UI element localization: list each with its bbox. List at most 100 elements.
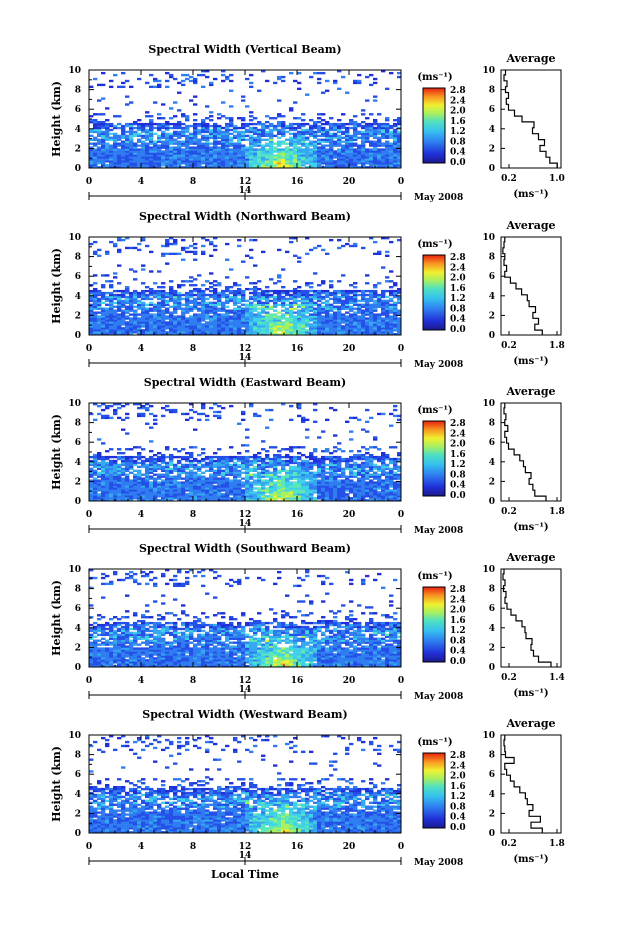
heatmap-cell: [341, 467, 346, 471]
heatmap-cell: [261, 329, 266, 332]
heatmap-cell: [253, 307, 258, 310]
heatmap-cells: [89, 237, 402, 336]
heatmap-cell: [225, 242, 230, 246]
heatmap-cell: [301, 148, 306, 151]
heatmap-cell: [289, 321, 294, 324]
heatmap-cell: [125, 475, 130, 478]
heatmap-cell: [345, 321, 350, 324]
heatmap-cell: [181, 303, 186, 306]
heatmap-cell: [233, 152, 238, 155]
heatmap-cell: [289, 138, 294, 141]
heatmap-cell: [257, 489, 262, 492]
heatmap-cell: [313, 329, 318, 332]
heatmap-cell: [265, 142, 270, 145]
heatmap-cell: [165, 301, 170, 305]
heatmap-cell: [273, 497, 278, 500]
heatmap-cell: [141, 297, 146, 301]
heatmap-cell: [185, 475, 190, 478]
heatmap-cell: [321, 152, 326, 155]
heatmap-cell: [153, 150, 158, 153]
heatmap-cell: [117, 329, 122, 332]
heatmap-cell: [149, 313, 154, 316]
heatmap-cell: [393, 301, 398, 305]
heatmap-cell: [349, 126, 354, 130]
heatmap-cell: [93, 136, 98, 139]
heatmap-cell: [225, 130, 230, 134]
heatmap-cell: [141, 136, 146, 139]
heatmap-cell: [205, 483, 210, 486]
heatmap-cell: [129, 140, 134, 143]
heatmap-cell: [129, 485, 134, 488]
heatmap-cell: [353, 487, 358, 490]
heatmap-cell: [285, 319, 290, 322]
heatmap-cell: [297, 311, 302, 314]
heatmap-cell: [149, 132, 154, 136]
heatmap-cell: [149, 142, 154, 145]
heatmap-cell: [209, 272, 214, 275]
heatmap-cell: [185, 309, 190, 312]
y-tick-label: 6: [75, 105, 81, 115]
heatmap-cell: [365, 327, 370, 330]
heatmap-cell: [209, 295, 214, 299]
heatmap-cell: [217, 154, 222, 157]
heatmap-cell: [189, 317, 194, 320]
heatmap-cell: [145, 487, 150, 490]
heatmap-cell: [93, 497, 98, 500]
heatmap-cell: [161, 244, 166, 248]
heatmap-cell: [101, 284, 106, 287]
heatmap-cell: [253, 238, 258, 242]
heatmap-cell: [309, 315, 314, 318]
heatmap-cell: [189, 475, 194, 478]
heatmap-cell: [309, 323, 314, 326]
heatmap-cell: [181, 487, 186, 490]
heatmap-cell: [289, 293, 294, 297]
heatmap-cell: [97, 303, 102, 306]
heatmap-cell: [285, 299, 290, 303]
heatmap-cell: [281, 487, 286, 490]
heatmap-cell: [213, 134, 218, 138]
heatmap-cell: [229, 311, 234, 314]
heatmap-cell: [177, 475, 182, 478]
heatmap-cell: [141, 477, 146, 480]
colorbar-unit: (ms⁻¹): [417, 72, 452, 83]
heatmap-cell: [153, 148, 158, 151]
heatmap-cell: [221, 152, 226, 155]
heatmap-cell: [141, 495, 146, 498]
heatmap-cell: [189, 495, 194, 498]
heatmap-cell: [337, 317, 342, 320]
heatmap-cell: [213, 329, 218, 332]
heatmap-cell: [393, 142, 398, 145]
heatmap-cell: [225, 497, 230, 500]
heatmap-cell: [337, 323, 342, 326]
heatmap-cell: [381, 325, 386, 328]
heatmap-cell: [193, 499, 198, 502]
heatmap-cell: [321, 280, 326, 283]
heatmap-cell: [169, 467, 174, 471]
y-tick-label: 8: [75, 253, 81, 263]
heatmap-cell: [109, 467, 114, 471]
heatmap-cell: [389, 469, 394, 472]
heatmap-cell: [281, 475, 286, 478]
heatmap-cell: [193, 313, 198, 316]
heatmap-cell: [305, 321, 310, 324]
heatmap-cell: [357, 124, 362, 128]
heatmap-cell: [289, 71, 294, 75]
heatmap-cell: [329, 319, 334, 322]
heatmap-cell: [277, 274, 282, 277]
heatmap-cell: [317, 299, 322, 303]
heatmap-cell: [249, 489, 254, 492]
heatmap-cell: [277, 495, 282, 498]
heatmap-cell: [101, 467, 106, 471]
heatmap-cell: [137, 164, 142, 167]
heatmap-cell: [325, 148, 330, 151]
heatmap-cell: [297, 160, 302, 163]
heatmap-cell: [125, 289, 130, 293]
heatmap-cell: [245, 150, 250, 153]
heatmap-cell: [285, 493, 290, 496]
heatmap-cell: [213, 315, 218, 318]
heatmap-cell: [101, 311, 106, 314]
heatmap-cell: [133, 148, 138, 151]
heatmap-cell: [249, 164, 254, 167]
heatmap-cell: [377, 162, 382, 165]
heatmap-cell: [109, 317, 114, 320]
